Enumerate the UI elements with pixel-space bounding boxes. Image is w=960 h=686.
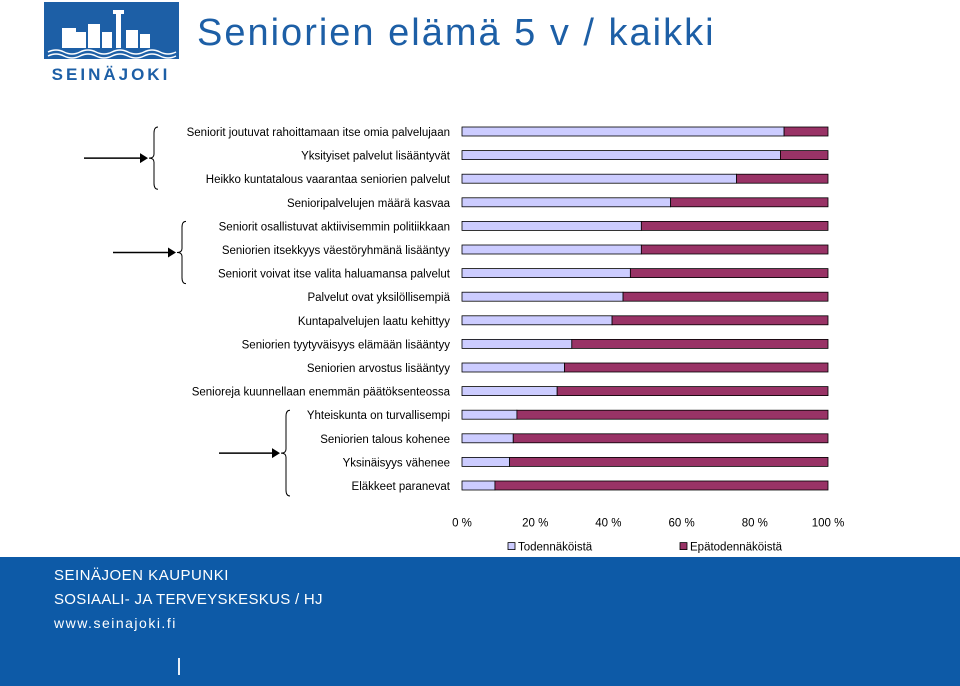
category-label: Seniorien talous kohenee: [320, 434, 450, 446]
category-label: Kuntapalvelujen laatu kehittyy: [298, 316, 450, 328]
arrow-head-icon: [140, 153, 148, 164]
arrow-head-icon: [168, 247, 176, 258]
bar-epatodennakoista: [509, 456, 829, 467]
bar-epatodennakoista: [780, 150, 829, 160]
legend-label: Epätodennäköistä: [690, 542, 783, 554]
annotation-brace: [280, 409, 291, 497]
category-label: Palvelut ovat yksilöllisempiä: [307, 292, 450, 304]
bar-todennakoista: [461, 197, 672, 208]
bar-todennakoista: [461, 268, 631, 279]
category-label: Seniorien itsekkyys väestöryhmänä lisään…: [222, 245, 450, 257]
bar-todennakoista: [461, 480, 496, 491]
x-tick-label: 60 %: [668, 518, 694, 530]
annotation-brackets: [84, 126, 291, 497]
category-label: Eläkkeet paranevat: [352, 481, 451, 493]
bar-todennakoista: [461, 456, 510, 467]
legend-swatch: [507, 542, 516, 551]
bar-epatodennakoista: [629, 268, 829, 279]
bar-todennakoista: [461, 409, 518, 420]
bars: [461, 126, 829, 491]
annotation-brace: [148, 126, 159, 190]
bar-todennakoista: [461, 386, 558, 397]
category-label: Seniorien arvostus lisääntyy: [307, 363, 450, 375]
category-label: Heikko kuntatalous vaarantaa seniorien p…: [206, 174, 451, 186]
category-labels: Seniorit joutuvat rahoittamaan itse omia…: [187, 127, 451, 493]
bar-epatodennakoista: [640, 244, 829, 255]
bar-todennakoista: [461, 126, 785, 137]
footer-organization: SEINÄJOEN KAUPUNKI: [54, 567, 229, 584]
bar-epatodennakoista: [564, 362, 829, 373]
x-tick-label: 20 %: [522, 518, 548, 530]
category-label: Yksinäisyys vähenee: [343, 457, 450, 469]
footer-department: SOSIAALI- JA TERVEYSKESKUS / HJ: [54, 591, 323, 608]
x-tick-label: 80 %: [742, 518, 768, 530]
bar-todennakoista: [461, 362, 565, 373]
bar-epatodennakoista: [556, 386, 829, 397]
logo-waves: [47, 49, 177, 59]
bar-epatodennakoista: [783, 126, 829, 137]
bar-epatodennakoista: [670, 197, 829, 208]
legend-swatch: [679, 542, 688, 551]
bar-epatodennakoista: [611, 315, 829, 326]
category-label: Seniorit joutuvat rahoittamaan itse omia…: [187, 127, 450, 139]
bar-epatodennakoista: [640, 221, 829, 231]
bar-todennakoista: [461, 433, 514, 444]
bar-todennakoista: [461, 173, 737, 184]
footer-website-link[interactable]: www.seinajoki.fi: [54, 615, 177, 631]
category-label: Yhteiskunta on turvallisempi: [307, 410, 450, 422]
footer: SEINÄJOEN KAUPUNKI SOSIAALI- JA TERVEYSK…: [0, 557, 960, 686]
category-label: Yksityiset palvelut lisääntyvät: [301, 151, 451, 163]
bar-epatodennakoista: [622, 291, 829, 302]
bar-epatodennakoista: [516, 409, 829, 420]
bar-epatodennakoista: [494, 480, 829, 491]
x-axis-tick-labels: 0 % 20 % 40 % 60 % 80 % 100 %: [452, 518, 844, 530]
footer-divider: [178, 658, 180, 675]
logo-skyline: [62, 10, 150, 48]
bar-todennakoista: [461, 221, 642, 231]
bar-todennakoista: [461, 338, 573, 349]
bar-todennakoista: [461, 291, 624, 302]
legend-label: Todennäköistä: [518, 542, 593, 554]
category-label: Seniorien tyytyväisyys elämään lisääntyy: [242, 339, 451, 351]
bar-todennakoista: [461, 244, 642, 255]
bar-epatodennakoista: [512, 433, 829, 444]
stacked-bar-chart: Seniorit joutuvat rahoittamaan itse omia…: [84, 126, 844, 554]
bar-epatodennakoista: [736, 173, 829, 184]
annotation-brace: [176, 220, 187, 285]
x-tick-label: 0 %: [452, 518, 472, 530]
bar-todennakoista: [461, 150, 781, 160]
x-tick-label: 100 %: [812, 518, 845, 530]
x-tick-label: 40 %: [595, 518, 621, 530]
category-label: Senioripalvelujen määrä kasvaa: [287, 198, 451, 210]
logo-text: SEINÄJOKI: [52, 65, 171, 84]
category-label: Senioreja kuunnellaan enemmän päätöksent…: [192, 387, 451, 399]
arrow-head-icon: [272, 448, 280, 459]
bar-todennakoista: [461, 315, 613, 326]
legend: Todennäköistä Epätodennäköistä: [507, 542, 783, 554]
bar-epatodennakoista: [571, 338, 829, 349]
seinajoki-logo: SEINÄJOKI: [44, 2, 179, 84]
page-title: Seniorien elämä 5 v / kaikki: [197, 12, 716, 54]
category-label: Seniorit voivat itse valita haluamansa p…: [218, 269, 451, 281]
category-label: Seniorit osallistuvat aktiivisemmin poli…: [219, 221, 450, 233]
